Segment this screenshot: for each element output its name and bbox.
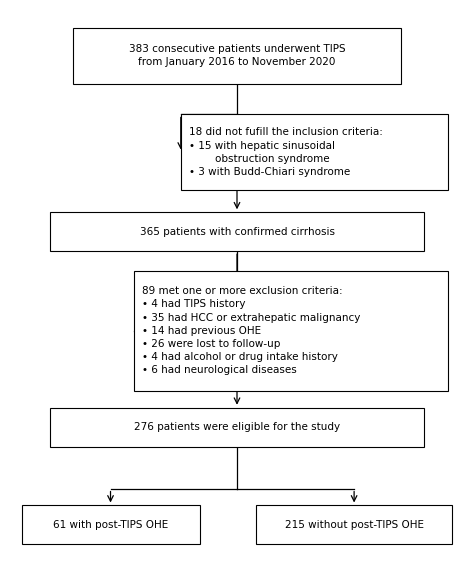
FancyBboxPatch shape [256,505,453,544]
Text: 215 without post-TIPS OHE: 215 without post-TIPS OHE [284,520,424,530]
Text: 61 with post-TIPS OHE: 61 with post-TIPS OHE [53,520,168,530]
FancyBboxPatch shape [134,271,448,391]
Text: 276 patients were eligible for the study: 276 patients were eligible for the study [134,422,340,432]
FancyBboxPatch shape [50,408,424,447]
FancyBboxPatch shape [181,114,448,190]
Text: 383 consecutive patients underwent TIPS
from January 2016 to November 2020: 383 consecutive patients underwent TIPS … [128,44,346,68]
Text: 365 patients with confirmed cirrhosis: 365 patients with confirmed cirrhosis [139,227,335,237]
Text: 89 met one or more exclusion criteria:
• 4 had TIPS history
• 35 had HCC or extr: 89 met one or more exclusion criteria: •… [142,287,361,376]
Text: 18 did not fufill the inclusion criteria:
• 15 with hepatic sinusoidal
        o: 18 did not fufill the inclusion criteria… [189,127,383,177]
FancyBboxPatch shape [21,505,200,544]
FancyBboxPatch shape [73,28,401,83]
FancyBboxPatch shape [50,212,424,252]
